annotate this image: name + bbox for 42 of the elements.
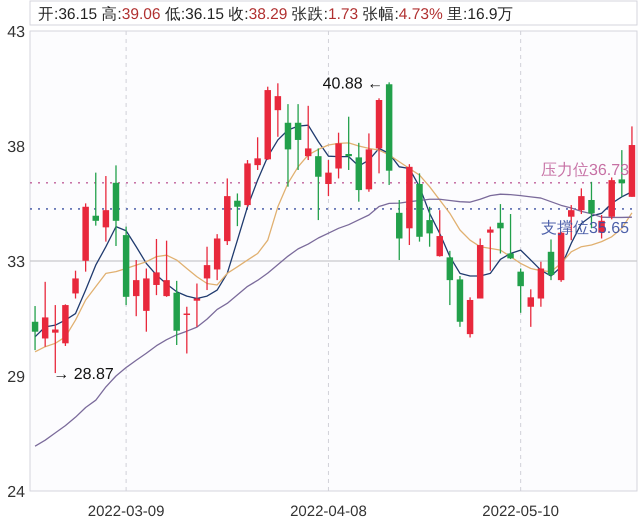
candlestick [325,159,332,197]
candlestick [102,175,110,242]
candlestick [254,136,261,171]
candlestick [548,238,554,281]
candlestick [184,306,190,354]
candlestick [92,172,99,226]
candlestick [517,268,524,314]
y-tick-label: 29 [7,369,26,386]
candlestick [507,213,514,260]
annotation: 40.88 ← [322,75,384,92]
candlestick [274,82,282,138]
candlestick [153,238,160,296]
y-tick-label: 43 [7,24,26,41]
candlestick [52,304,59,374]
candlestick [294,103,302,171]
candlestick [345,116,352,171]
candlestick [315,148,322,221]
candlestick [194,282,200,328]
candlestick [436,210,443,258]
candlestick [72,270,79,300]
candlestick [304,105,312,161]
candlestick [487,226,494,272]
candlestick [234,192,241,227]
candlestick [204,246,210,291]
x-tick-label: 2022-03-09 [88,503,164,520]
candlestick [497,203,504,254]
line-series [34,194,633,447]
candlestick [446,250,454,306]
candlestick [42,281,48,348]
candlestick [32,305,38,351]
y-tick-label: 24 [7,484,26,501]
candlestick [163,240,170,298]
x-tick-label: 2022-05-10 [482,503,560,520]
candlestick [132,259,140,317]
candlestick [426,206,433,248]
y-tick-label: 38 [7,139,26,156]
candlestick [578,188,585,215]
annotation: → 28.87 [53,366,114,384]
candlestick [528,288,534,328]
x-tick-label: 2022-04-08 [290,503,367,520]
chart-title: 开:36.15 高:39.06 低:36.15 收:38.29 张跌:1.73 张幅:4.73% 里:16.9万 [38,6,514,23]
y-tick-label: 33 [7,254,26,271]
